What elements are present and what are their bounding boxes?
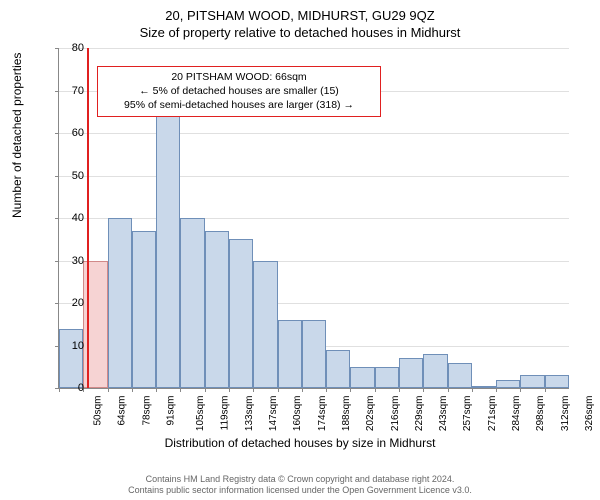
annotation-line: 20 PITSHAM WOOD: 66sqm [104, 70, 374, 84]
ytick-label: 30 [54, 255, 84, 267]
grid-line [59, 133, 569, 134]
xtick-mark [253, 388, 254, 392]
xtick-label: 188sqm [341, 396, 352, 432]
xtick-label: 133sqm [244, 396, 255, 432]
histogram-bar [326, 350, 350, 388]
chart-footer: Contains HM Land Registry data © Crown c… [0, 474, 600, 497]
xtick-mark [399, 388, 400, 392]
marker-line [87, 48, 89, 388]
histogram-bar [156, 103, 180, 388]
histogram-bar [520, 375, 544, 388]
ytick-label: 10 [54, 340, 84, 352]
xtick-mark [302, 388, 303, 392]
chart-container: 20, PITSHAM WOOD, MIDHURST, GU29 9QZ Siz… [0, 0, 600, 500]
xtick-mark [545, 388, 546, 392]
x-axis-label: Distribution of detached houses by size … [0, 436, 600, 450]
histogram-bar [108, 218, 132, 388]
footer-line2: Contains public sector information licen… [0, 485, 600, 496]
xtick-label: 91sqm [166, 396, 177, 426]
histogram-bar [423, 354, 447, 388]
xtick-label: 147sqm [268, 396, 279, 432]
grid-line [59, 48, 569, 49]
histogram-bar [205, 231, 229, 388]
ytick-label: 60 [54, 127, 84, 139]
xtick-label: 298sqm [535, 396, 546, 432]
xtick-label: 119sqm [219, 396, 230, 431]
plot-area: 50sqm64sqm78sqm91sqm105sqm119sqm133sqm14… [58, 48, 569, 389]
histogram-bar [132, 231, 156, 388]
xtick-mark [229, 388, 230, 392]
grid-line [59, 218, 569, 219]
footer-line1: Contains HM Land Registry data © Crown c… [0, 474, 600, 485]
xtick-label: 284sqm [511, 396, 522, 432]
chart-title-line1: 20, PITSHAM WOOD, MIDHURST, GU29 9QZ [0, 0, 600, 23]
ytick-label: 0 [54, 382, 84, 394]
xtick-mark [156, 388, 157, 392]
ytick-label: 80 [54, 42, 84, 54]
xtick-mark [496, 388, 497, 392]
xtick-label: 50sqm [93, 396, 104, 426]
histogram-bar [229, 239, 253, 388]
grid-line [59, 176, 569, 177]
histogram-bar [448, 363, 472, 389]
histogram-bar [472, 386, 496, 388]
xtick-label: 105sqm [195, 396, 206, 432]
xtick-label: 312sqm [560, 396, 571, 432]
xtick-mark [472, 388, 473, 392]
histogram-bar [278, 320, 302, 388]
xtick-label: 216sqm [390, 396, 401, 432]
xtick-label: 64sqm [117, 396, 128, 426]
xtick-mark [180, 388, 181, 392]
xtick-mark [423, 388, 424, 392]
histogram-bar [253, 261, 277, 389]
xtick-mark [350, 388, 351, 392]
xtick-label: 257sqm [463, 396, 474, 432]
xtick-mark [132, 388, 133, 392]
xtick-label: 271sqm [487, 396, 498, 432]
y-axis-label: Number of detached properties [10, 53, 24, 218]
annotation-line: 95% of semi-detached houses are larger (… [104, 98, 374, 112]
xtick-label: 78sqm [141, 396, 152, 426]
xtick-mark [278, 388, 279, 392]
xtick-mark [326, 388, 327, 392]
histogram-bar [496, 380, 520, 389]
ytick-label: 20 [54, 297, 84, 309]
histogram-bar [545, 375, 569, 388]
histogram-bar [180, 218, 204, 388]
ytick-label: 50 [54, 170, 84, 182]
xtick-label: 160sqm [293, 396, 304, 432]
chart-title-line2: Size of property relative to detached ho… [0, 23, 600, 40]
xtick-mark [375, 388, 376, 392]
xtick-mark [520, 388, 521, 392]
xtick-label: 243sqm [438, 396, 449, 432]
xtick-mark [448, 388, 449, 392]
histogram-bar [399, 358, 423, 388]
xtick-label: 202sqm [365, 396, 376, 432]
xtick-mark [205, 388, 206, 392]
annotation-line: ← 5% of detached houses are smaller (15) [104, 84, 374, 98]
histogram-bar [350, 367, 374, 388]
xtick-label: 229sqm [414, 396, 425, 432]
histogram-bar [59, 329, 83, 389]
histogram-bar [302, 320, 326, 388]
xtick-mark [108, 388, 109, 392]
xtick-label: 174sqm [317, 396, 328, 432]
annotation-box: 20 PITSHAM WOOD: 66sqm← 5% of detached h… [97, 66, 381, 117]
ytick-label: 70 [54, 85, 84, 97]
xtick-label: 326sqm [584, 396, 595, 432]
histogram-bar [375, 367, 399, 388]
ytick-label: 40 [54, 212, 84, 224]
